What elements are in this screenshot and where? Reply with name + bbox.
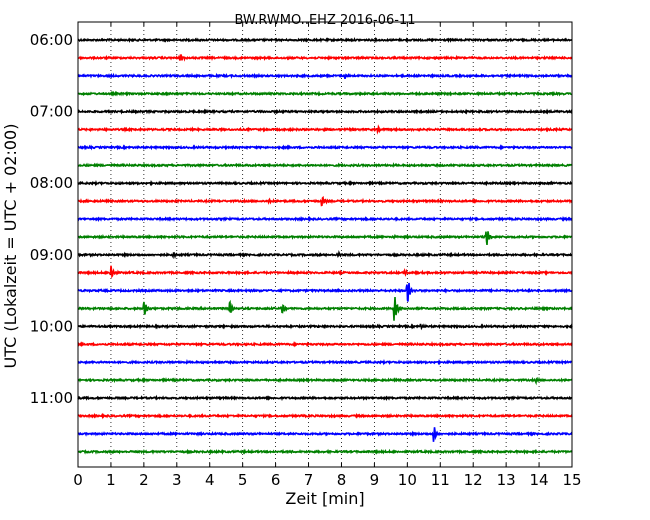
trace-line xyxy=(77,448,573,455)
trace-line xyxy=(77,358,573,366)
trace-line xyxy=(77,108,573,115)
trace-line xyxy=(77,427,573,442)
y-tick-label: 07:00 xyxy=(30,103,73,121)
trace-line xyxy=(77,144,573,151)
x-tick-label: 13 xyxy=(497,471,516,489)
y-tick-label: 10:00 xyxy=(30,317,73,335)
trace-line xyxy=(77,231,573,246)
trace-line xyxy=(77,195,573,207)
x-tick-label: 1 xyxy=(106,471,116,489)
trace-line xyxy=(77,282,573,302)
x-tick-label: 3 xyxy=(172,471,182,489)
x-tick-label: 10 xyxy=(398,471,417,489)
y-tick-label: 08:00 xyxy=(30,174,73,192)
x-tick-label: 0 xyxy=(73,471,83,489)
trace-line xyxy=(77,341,573,348)
x-tick-label: 8 xyxy=(337,471,347,489)
trace-group xyxy=(77,36,573,455)
chart-title: BW.RWMO..EHZ 2016-06-11 xyxy=(234,13,415,28)
y-axis-label: UTC (Lokalzeit = UTC + 02:00) xyxy=(1,124,20,369)
x-axis-ticks: 0 1 2 3 4 5 6 7 8 9 10 11 12 13 14 15 xyxy=(73,22,582,489)
trace-line xyxy=(77,90,573,97)
y-axis-ticks: 06:00 07:00 08:00 09:00 10:00 11:00 xyxy=(30,31,572,407)
x-tick-label: 5 xyxy=(238,471,248,489)
y-tick-label: 09:00 xyxy=(30,246,73,264)
grid-lines xyxy=(110,22,540,467)
trace-line xyxy=(77,54,573,62)
x-tick-label: 6 xyxy=(271,471,281,489)
trace-line xyxy=(77,36,573,44)
trace-line xyxy=(77,296,573,321)
x-tick-label: 11 xyxy=(431,471,450,489)
trace-line xyxy=(77,265,573,279)
x-tick-label: 15 xyxy=(562,471,581,489)
y-tick-label: 11:00 xyxy=(30,389,73,407)
trace-line xyxy=(77,179,573,187)
trace-line xyxy=(77,394,573,402)
x-tick-label: 12 xyxy=(464,471,483,489)
x-tick-label: 9 xyxy=(370,471,380,489)
y-tick-label: 06:00 xyxy=(30,31,73,49)
trace-line xyxy=(77,376,573,386)
x-axis-label: Zeit [min] xyxy=(285,489,364,508)
trace-line xyxy=(77,162,573,169)
trace-line xyxy=(77,72,573,80)
x-tick-label: 14 xyxy=(530,471,549,489)
x-tick-label: 2 xyxy=(139,471,149,489)
trace-line xyxy=(77,250,573,260)
trace-line xyxy=(77,124,573,135)
trace-line xyxy=(77,323,573,331)
trace-line xyxy=(77,215,573,223)
x-tick-label: 4 xyxy=(205,471,215,489)
x-tick-label: 7 xyxy=(304,471,314,489)
trace-line xyxy=(77,412,573,420)
plot-frame xyxy=(77,21,573,468)
